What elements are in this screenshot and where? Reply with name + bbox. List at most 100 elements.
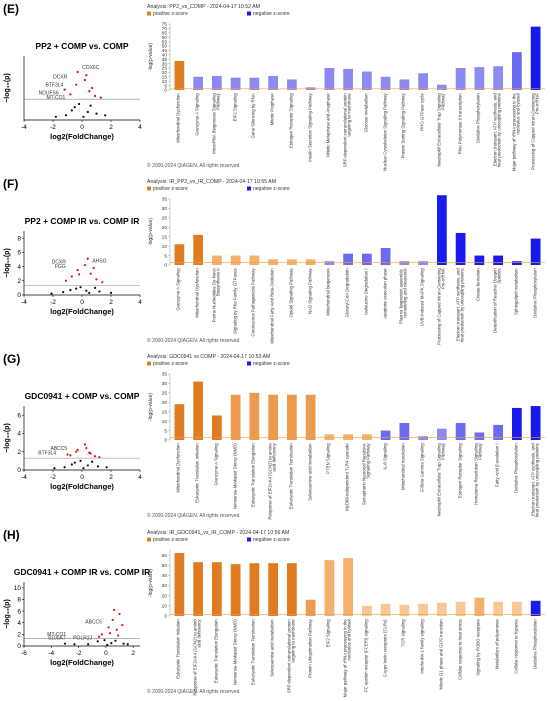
point <box>69 454 72 457</box>
point <box>64 279 68 282</box>
y-tick-label: 0 <box>17 292 21 299</box>
gene-label: S100A7 <box>48 636 66 642</box>
bar <box>305 599 316 616</box>
legend-swatch <box>147 186 151 191</box>
point <box>76 448 79 451</box>
y-tick-label: 35 <box>162 372 168 378</box>
gene-label: NDUFS6 <box>39 90 59 96</box>
volcano-title: PP2 + COMP vs. COMP <box>35 41 128 51</box>
point <box>75 83 78 86</box>
bar <box>493 255 503 265</box>
bar <box>399 423 410 440</box>
y-tick-label: 8 <box>17 235 21 242</box>
bar <box>249 255 260 265</box>
category-label: Signaling by ROBO receptors <box>476 619 482 676</box>
category-label: Electron transport, ATP synthesis, and h… <box>492 93 503 167</box>
y-tick-label: 35 <box>162 197 168 203</box>
point <box>79 286 82 289</box>
bar <box>305 394 316 440</box>
point <box>114 639 117 642</box>
point <box>62 291 65 294</box>
analysis-title: Analysis: GDC0941 vs COMP - 2024-04-17 1… <box>147 354 270 360</box>
y-tick-label: 75 <box>162 22 168 28</box>
bar <box>268 75 278 90</box>
volcano-title: GDC0941 + COMP vs. COMP <box>25 391 140 401</box>
category-label: Nonsense-Mediated Decay (NMD) <box>232 443 238 509</box>
point <box>110 641 113 645</box>
bar <box>474 255 485 265</box>
y-tick-label: 20 <box>162 400 168 406</box>
point <box>92 266 95 270</box>
x-axis-label: log2(FoldChange) <box>50 307 114 316</box>
x-tick-label: -2 <box>76 650 82 657</box>
point <box>97 635 101 638</box>
point <box>85 289 88 292</box>
x-tick-label: -4 <box>21 124 27 131</box>
point <box>83 264 86 267</box>
category-label: MicroRNA Biogenesis Signaling Pathway <box>211 93 221 154</box>
bar <box>324 434 335 440</box>
bar <box>362 253 372 265</box>
y-tick-label: 30 <box>162 381 168 387</box>
point <box>86 257 89 260</box>
point <box>73 643 76 646</box>
category-label: Fatty Acid β-oxidation I <box>494 443 500 487</box>
category-label: MyD88-independent TLR4 cascade <box>344 443 350 511</box>
category-label: Nonsense-Mediated Decay (NMD) <box>232 619 238 685</box>
category-label: Mitotic Prophase <box>269 93 275 126</box>
y-tick-label: 15 <box>162 409 168 415</box>
gene-label: ABCC5 <box>85 619 102 625</box>
bar <box>324 560 335 616</box>
bar <box>287 563 297 616</box>
bar <box>380 430 391 440</box>
category-label: Metabolism of polyamines <box>494 619 500 669</box>
point <box>111 618 114 621</box>
bar <box>362 71 372 90</box>
category-label: Eukaryotic Translation Initiation <box>194 443 200 503</box>
bar <box>193 76 203 90</box>
x-axis-label: log2(FoldChange) <box>50 658 114 667</box>
bar <box>437 602 447 616</box>
bar <box>249 392 260 440</box>
point <box>101 281 104 284</box>
point <box>93 286 97 289</box>
category-label: Electron transport, ATP synthesis, and h… <box>530 443 540 517</box>
panel-label: (E) <box>3 2 19 16</box>
point <box>95 112 98 115</box>
category-label: NAD Signaling Pathway <box>307 268 313 314</box>
copyright: © 2000-2024 QIAGEN. All rights reserved. <box>147 337 241 344</box>
analysis-title: Analysis: IR_PP2_vs_IR_COMP - 2024-04-17… <box>147 179 276 185</box>
y-tick-label: 0 <box>164 614 167 620</box>
gene-label: POLR2J <box>73 636 92 642</box>
y-axis-label: −log₁₀(p) <box>4 248 11 278</box>
category-label: Apoptotic execution phase <box>382 268 388 319</box>
bar <box>343 558 353 616</box>
bar <box>212 562 222 616</box>
point <box>98 456 101 459</box>
y-tick-label: 15 <box>162 75 168 81</box>
y-tick-label: 50 <box>162 44 168 50</box>
point <box>122 642 125 645</box>
legend-label: negative z-score <box>253 11 290 17</box>
y-tick-label: 25 <box>162 66 168 72</box>
bar <box>455 423 466 440</box>
bar <box>324 68 335 90</box>
gene-label: COX6C <box>82 65 100 71</box>
legend-swatch <box>247 186 251 191</box>
category-label: Opioid Signaling Pathway <box>288 268 294 317</box>
point <box>96 640 99 643</box>
category-label: Major pathway of rRNA processing in the … <box>511 93 521 171</box>
y-tick-label: 4 <box>17 264 21 271</box>
bar <box>193 234 203 265</box>
y-axis-label: −log₁₀(p) <box>4 73 11 103</box>
x-tick-label: -2 <box>50 474 56 481</box>
category-label: Granzyme A Signaling <box>194 93 200 136</box>
category-label: Coronavirus Pathogenesis Pathway <box>251 268 257 337</box>
x-tick-label: 4 <box>138 124 142 131</box>
category-label: Glucose metabolism <box>363 93 369 132</box>
bar <box>399 261 410 265</box>
legend-swatch <box>247 537 251 542</box>
category-label: Neutrophil Extracellular Trap Signaling … <box>436 93 446 167</box>
point <box>89 272 92 275</box>
